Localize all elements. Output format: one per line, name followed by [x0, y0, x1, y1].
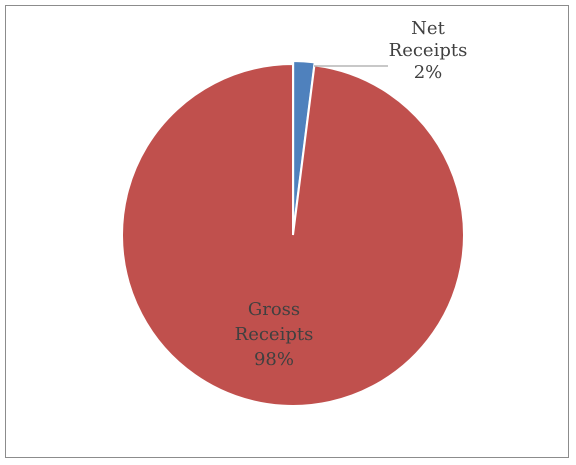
slice-labels: Net Receipts 2% Gross Receipts 98%	[235, 18, 468, 370]
slice-label-gross-receipts: Gross Receipts 98%	[235, 299, 314, 370]
pie-slice-gross-receipts	[121, 62, 465, 407]
pie-slices	[121, 60, 465, 407]
slice-label-net-receipts: Net Receipts 2%	[389, 18, 468, 83]
